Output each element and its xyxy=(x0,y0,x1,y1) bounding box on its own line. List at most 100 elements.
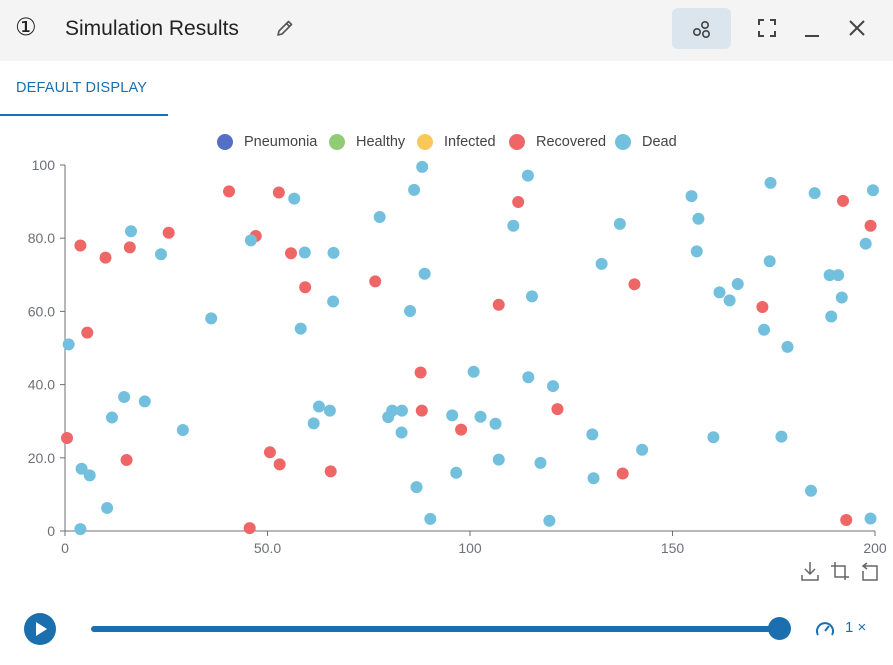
point-dead[interactable] xyxy=(327,295,340,308)
point-dead[interactable] xyxy=(101,501,114,514)
legend-item-pneumonia[interactable]: Pneumonia xyxy=(217,131,317,153)
point-dead[interactable] xyxy=(75,462,88,475)
point-recovered[interactable] xyxy=(120,453,133,466)
point-dead[interactable] xyxy=(758,323,771,336)
point-recovered[interactable] xyxy=(551,403,564,416)
playback-speed[interactable]: 1 × xyxy=(845,619,867,636)
point-dead[interactable] xyxy=(866,184,879,197)
point-dead[interactable] xyxy=(327,246,340,259)
point-recovered[interactable] xyxy=(99,251,112,264)
point-dead[interactable] xyxy=(692,212,705,225)
point-dead[interactable] xyxy=(522,371,535,384)
point-dead[interactable] xyxy=(467,365,480,378)
point-recovered[interactable] xyxy=(512,195,525,208)
point-dead[interactable] xyxy=(781,340,794,353)
point-dead[interactable] xyxy=(62,338,75,351)
point-dead[interactable] xyxy=(244,234,257,247)
point-dead[interactable] xyxy=(586,428,599,441)
point-dead[interactable] xyxy=(525,290,538,303)
point-dead[interactable] xyxy=(775,430,788,443)
speedometer-icon[interactable] xyxy=(814,618,836,640)
point-recovered[interactable] xyxy=(492,298,505,311)
point-dead[interactable] xyxy=(105,411,118,424)
point-dead[interactable] xyxy=(418,267,431,280)
point-dead[interactable] xyxy=(489,417,502,430)
point-dead[interactable] xyxy=(690,245,703,258)
point-dead[interactable] xyxy=(138,395,151,408)
edit-title-icon[interactable] xyxy=(273,16,297,40)
point-recovered[interactable] xyxy=(81,326,94,339)
point-dead[interactable] xyxy=(835,291,848,304)
point-dead[interactable] xyxy=(507,219,520,232)
crop-zoom-icon[interactable] xyxy=(830,560,850,582)
point-dead[interactable] xyxy=(543,514,556,527)
point-dead[interactable] xyxy=(547,380,560,393)
close-icon[interactable] xyxy=(845,16,869,40)
point-dead[interactable] xyxy=(416,160,429,173)
point-recovered[interactable] xyxy=(299,281,312,294)
point-dead[interactable] xyxy=(312,400,325,413)
point-dead[interactable] xyxy=(707,431,720,444)
point-dead[interactable] xyxy=(825,310,838,323)
point-recovered[interactable] xyxy=(628,278,641,291)
restore-icon[interactable] xyxy=(860,560,880,582)
point-dead[interactable] xyxy=(307,417,320,430)
point-recovered[interactable] xyxy=(223,185,236,198)
point-recovered[interactable] xyxy=(162,226,175,239)
point-dead[interactable] xyxy=(636,443,649,456)
timeline-slider-track[interactable] xyxy=(91,626,781,632)
tab-default-display[interactable]: DEFAULT DISPLAY xyxy=(0,61,168,116)
point-dead[interactable] xyxy=(805,484,818,497)
point-dead[interactable] xyxy=(323,404,336,417)
point-dead[interactable] xyxy=(74,523,87,536)
point-dead[interactable] xyxy=(492,453,505,466)
point-recovered[interactable] xyxy=(284,247,297,260)
download-icon[interactable] xyxy=(800,560,820,582)
point-dead[interactable] xyxy=(613,217,626,230)
point-dead[interactable] xyxy=(395,404,408,417)
point-dead[interactable] xyxy=(373,210,386,223)
point-dead[interactable] xyxy=(404,305,417,318)
point-recovered[interactable] xyxy=(324,465,337,478)
point-recovered[interactable] xyxy=(123,241,136,254)
legend-item-recovered[interactable]: Recovered xyxy=(509,131,606,153)
legend-item-infected[interactable]: Infected xyxy=(417,131,496,153)
point-dead[interactable] xyxy=(474,410,487,423)
point-dead[interactable] xyxy=(731,277,744,290)
point-dead[interactable] xyxy=(408,183,421,196)
play-button[interactable] xyxy=(24,613,56,645)
point-recovered[interactable] xyxy=(837,194,850,207)
point-dead[interactable] xyxy=(288,192,301,205)
point-recovered[interactable] xyxy=(415,404,428,417)
point-dead[interactable] xyxy=(763,255,776,268)
point-dead[interactable] xyxy=(723,294,736,307)
point-dead[interactable] xyxy=(424,512,437,525)
point-dead[interactable] xyxy=(450,466,463,479)
legend-item-healthy[interactable]: Healthy xyxy=(329,131,405,153)
point-recovered[interactable] xyxy=(272,186,285,199)
point-dead[interactable] xyxy=(395,426,408,439)
point-recovered[interactable] xyxy=(455,423,468,436)
point-recovered[interactable] xyxy=(74,239,87,252)
point-recovered[interactable] xyxy=(369,275,382,288)
point-dead[interactable] xyxy=(685,190,698,203)
legend-item-dead[interactable]: Dead xyxy=(615,131,677,153)
point-dead[interactable] xyxy=(176,423,189,436)
point-recovered[interactable] xyxy=(864,219,877,232)
point-dead[interactable] xyxy=(446,409,459,422)
chart-settings-button[interactable] xyxy=(672,8,731,49)
point-dead[interactable] xyxy=(298,246,311,259)
fullscreen-icon[interactable] xyxy=(755,16,779,40)
timeline-slider-handle[interactable] xyxy=(768,617,791,640)
point-dead[interactable] xyxy=(386,404,399,417)
point-dead[interactable] xyxy=(595,257,608,270)
point-dead[interactable] xyxy=(823,269,836,282)
point-recovered[interactable] xyxy=(263,446,276,459)
point-dead[interactable] xyxy=(410,481,423,494)
point-recovered[interactable] xyxy=(616,467,629,480)
point-dead[interactable] xyxy=(713,286,726,299)
point-recovered[interactable] xyxy=(756,301,769,314)
point-dead[interactable] xyxy=(83,469,96,482)
point-dead[interactable] xyxy=(832,269,845,282)
point-recovered[interactable] xyxy=(61,432,74,445)
